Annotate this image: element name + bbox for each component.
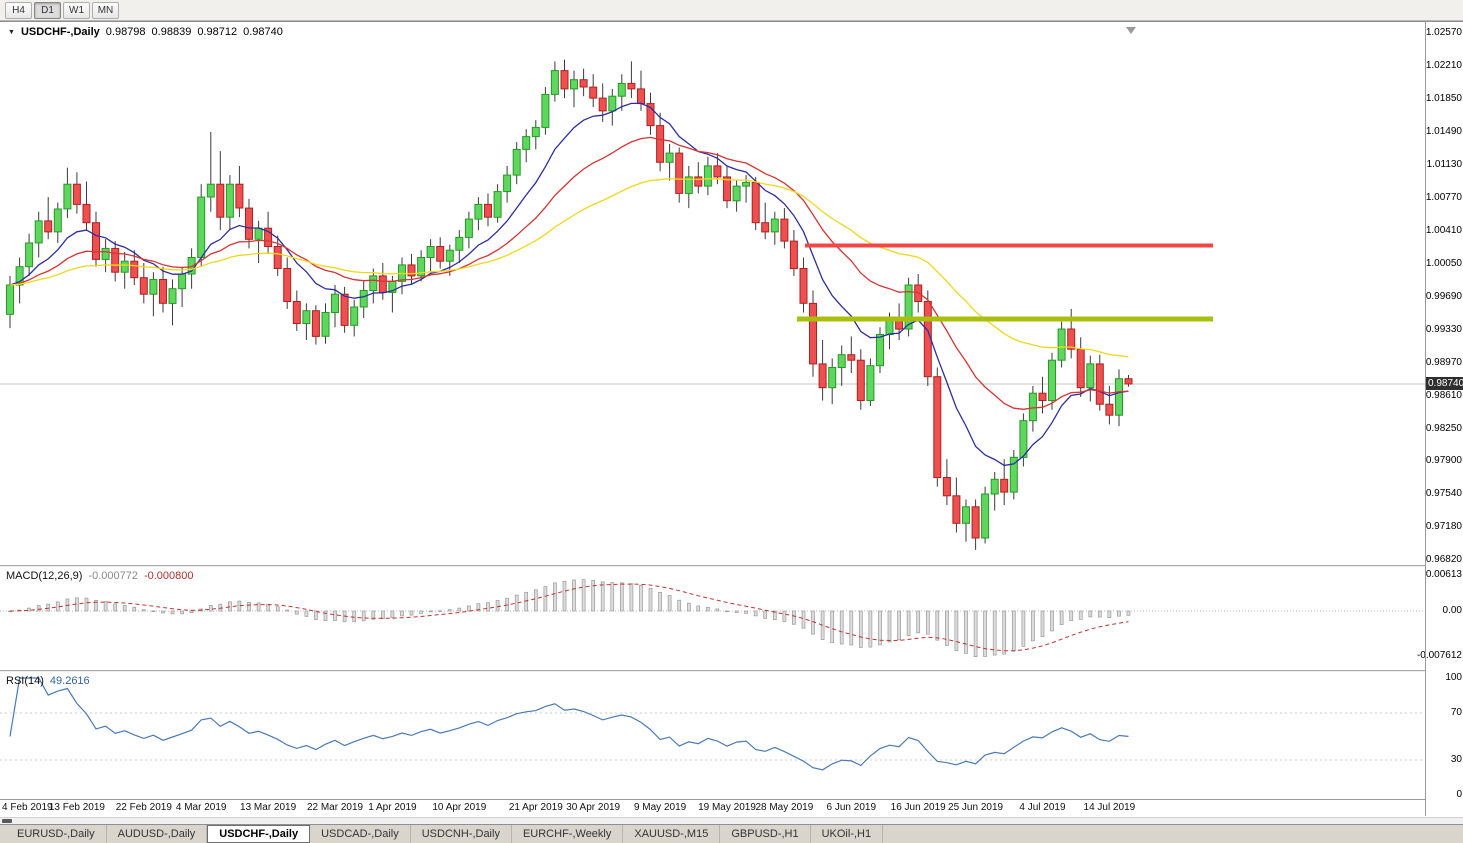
time-axis[interactable]: 4 Feb 2019 13 Feb 2019 22 Feb 2019 4 Mar 20…	[0, 801, 1425, 816]
rsi-axis-label: 0	[1456, 789, 1462, 800]
horizontal-scrollbar[interactable]	[0, 817, 1463, 824]
macd-pane-splitter[interactable]	[0, 565, 1463, 567]
chart-shift-marker-icon[interactable]	[1126, 27, 1136, 34]
chart-tab-gbpusd-h1[interactable]: GBPUSD-,H1	[720, 825, 811, 843]
chart-tab-usdcad-daily[interactable]: USDCAD-,Daily	[310, 825, 411, 843]
macd-axis-label: 0.00613	[1425, 569, 1462, 580]
price-axis-label: 1.01490	[1425, 125, 1462, 137]
chart-close-value: 0.98740	[243, 26, 283, 38]
chart-tab-eurchf-weekly[interactable]: EURCHF-,Weekly	[512, 825, 624, 843]
time-axis-separator	[0, 799, 1463, 800]
rsi-axis-label: 70	[1450, 707, 1462, 719]
rsi-pane-splitter[interactable]	[0, 670, 1463, 672]
price-axis-label: 0.96820	[1425, 554, 1462, 565]
price-axis-label: 1.01850	[1425, 92, 1462, 104]
timeframe-button-d1[interactable]: D1	[34, 1, 61, 19]
time-axis-label: 9 May 2019	[633, 802, 687, 813]
price-axis-label: 1.01130	[1426, 158, 1462, 170]
scrollbar-left-marker[interactable]	[2, 819, 12, 823]
time-axis-label: 10 Apr 2019	[432, 802, 487, 813]
price-axis-label: 0.98970	[1425, 356, 1462, 368]
price-axis-label: 1.02570	[1425, 27, 1462, 38]
time-axis-label: 21 Apr 2019	[508, 802, 563, 813]
chart-tab-ukoil-h1[interactable]: UKOil-,H1	[811, 825, 884, 843]
price-scale-separator	[1425, 22, 1426, 816]
chart-tabs-bar: EURUSD-,Daily AUDUSD-,Daily USDCHF-,Daily U…	[0, 824, 1463, 843]
rsi-value: 49.2616	[49, 675, 90, 687]
time-axis-label: 13 Mar 2019	[240, 802, 297, 813]
price-axis-label: 0.98250	[1425, 422, 1462, 434]
macd-main-value: -0.000772	[88, 570, 138, 582]
price-axis-label: 1.00050	[1425, 257, 1462, 269]
price-axis-label: 1.00410	[1425, 224, 1462, 236]
chart-tab-usdcnh-daily[interactable]: USDCNH-,Daily	[411, 825, 512, 843]
chart-dropdown-icon[interactable]: ▼	[8, 28, 15, 36]
time-axis-label: 16 Jun 2019	[890, 802, 946, 813]
chart-tab-xauusd-m15[interactable]: XAUUSD-,M15	[623, 825, 721, 843]
timeframe-button-h4[interactable]: H4	[5, 1, 32, 19]
price-axis-label: 0.99330	[1425, 323, 1462, 335]
chart-high-value: 0.98839	[151, 26, 192, 38]
time-axis-label: 19 May 2019	[698, 802, 756, 813]
chart-tab-usdchf-daily[interactable]: USDCHF-,Daily	[207, 825, 311, 843]
rsi-axis-label: 100	[1445, 672, 1462, 683]
price-axis-label: 1.02210	[1425, 59, 1462, 71]
chart-top-border	[0, 21, 1463, 22]
timeframe-toolbar: H4 D1 W1 MN	[0, 0, 1463, 21]
macd-axis-label: -0.007612	[1416, 649, 1462, 661]
macd-indicator-label: MACD(12,26,9) -0.000772 -0.000800	[6, 570, 194, 582]
timeframe-buttons: H4 D1 W1 MN	[5, 1, 119, 19]
chart-title: ▼ USDCHF-,Daily 0.98798 0.98839 0.98712 …	[8, 26, 283, 38]
time-axis-label: 13 Feb 2019	[48, 802, 105, 813]
price-axis-label: 1.00770	[1425, 191, 1462, 203]
current-price-tag: 0.98740	[1426, 377, 1463, 391]
price-axis-label: 0.97180	[1425, 521, 1462, 532]
price-axis-label: 0.99690	[1425, 290, 1462, 302]
rsi-name: RSI(14)	[6, 675, 44, 687]
price-axis-label: 0.97540	[1425, 488, 1462, 499]
time-axis-label: 25 Jun 2019	[948, 802, 1004, 813]
price-scale[interactable]: 0.98740 1.02570 1.02210 1.01850 1.01490 1.01…	[1417, 22, 1463, 816]
rsi-axis-label: 30	[1450, 753, 1462, 765]
time-axis-label: 22 Mar 2019	[306, 802, 364, 813]
time-axis-label: 4 Mar 2019	[175, 802, 227, 813]
time-axis-label: 6 Jun 2019	[826, 802, 877, 813]
chart-symbol-label: USDCHF-,Daily	[20, 26, 100, 38]
time-axis-label: 14 Jul 2019	[1083, 802, 1136, 813]
macd-indicator-chart[interactable]	[0, 567, 1425, 668]
chart-low-value: 0.98712	[197, 26, 238, 38]
time-axis-label: 4 Jul 2019	[1019, 802, 1066, 813]
main-price-chart[interactable]	[0, 22, 1425, 565]
price-axis-label: 0.98610	[1425, 389, 1462, 401]
chart-open-value: 0.98798	[105, 26, 146, 38]
time-axis-label: 22 Feb 2019	[115, 802, 172, 813]
chart-tab-audusd-daily[interactable]: AUDUSD-,Daily	[107, 825, 208, 843]
price-axis-label: 0.97900	[1425, 455, 1462, 467]
time-axis-label: 4 Feb 2019	[2, 802, 53, 813]
time-axis-label: 1 Apr 2019	[368, 802, 417, 813]
time-axis-label: 28 May 2019	[755, 802, 814, 813]
macd-axis-label: 0.00	[1442, 605, 1462, 616]
rsi-indicator-label: RSI(14) 49.2616	[6, 675, 90, 687]
time-axis-label: 30 Apr 2019	[566, 802, 621, 813]
macd-signal-value: -0.000800	[143, 570, 194, 582]
timeframe-button-w1[interactable]: W1	[63, 1, 90, 19]
rsi-indicator-chart[interactable]	[0, 672, 1425, 798]
timeframe-button-mn[interactable]: MN	[92, 1, 119, 19]
macd-name: MACD(12,26,9)	[6, 570, 83, 582]
chart-tab-eurusd-daily[interactable]: EURUSD-,Daily	[6, 825, 107, 843]
